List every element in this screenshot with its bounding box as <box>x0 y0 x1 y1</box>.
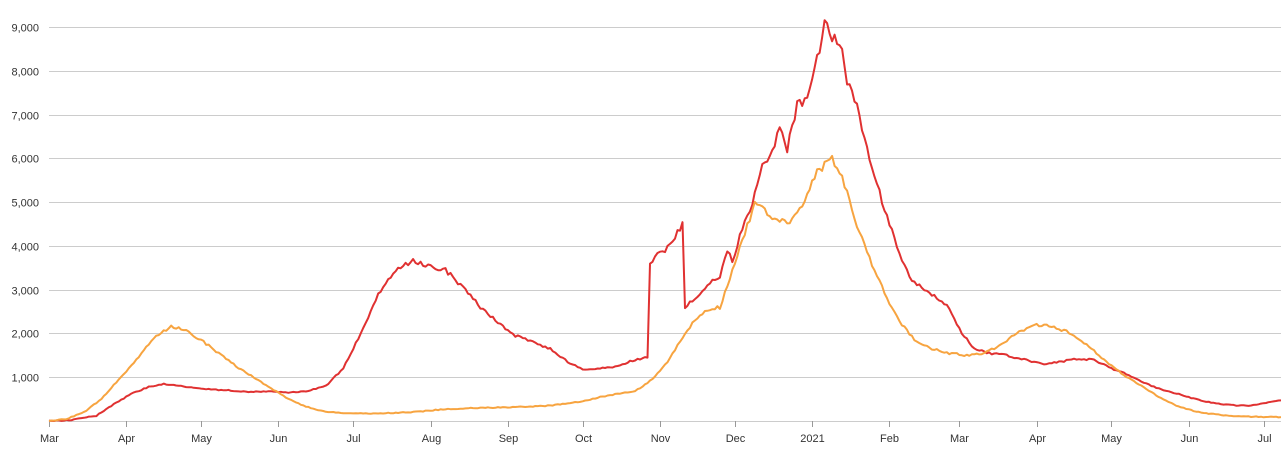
y-tick-label: 6,000 <box>11 154 39 166</box>
series-group <box>48 19 1281 422</box>
series-line-red <box>48 19 1281 422</box>
x-tick-label: Jul <box>346 433 360 445</box>
y-tick-label: 2,000 <box>11 329 39 341</box>
x-tick-label: May <box>1101 433 1122 445</box>
y-tick-label: 1,000 <box>11 373 39 385</box>
x-tick-label: May <box>191 433 212 445</box>
x-tick-label: Mar <box>40 433 59 445</box>
x-tick-label: Aug <box>422 433 442 445</box>
x-tick-label: Oct <box>575 433 592 445</box>
x-tick-label: Sep <box>499 433 519 445</box>
x-axis: Mar Apr May Jun Jul Aug Sep Oct Nov Dec 2021 Feb Mar… <box>40 421 1272 445</box>
x-tick-label: 2021 <box>800 433 824 445</box>
y-tick-label: 7,000 <box>11 111 39 123</box>
x-tick-label: Dec <box>726 433 746 445</box>
x-tick-label: Nov <box>651 433 671 445</box>
y-axis: 1,000 2,000 3,000 4,000 5,000 6,000 7,000 8,000… <box>11 23 39 385</box>
x-tick-label: Jul <box>1257 433 1271 445</box>
y-tick-label: 9,000 <box>11 23 39 35</box>
y-tick-label: 3,000 <box>11 286 39 298</box>
x-tick-label: Feb <box>880 433 899 445</box>
series-line-orange <box>48 154 1281 422</box>
y-tick-label: 4,000 <box>11 242 39 254</box>
y-tick-label: 5,000 <box>11 198 39 210</box>
gridlines <box>49 27 1281 422</box>
y-tick-label: 8,000 <box>11 67 39 79</box>
x-tick-label: Jun <box>1181 433 1199 445</box>
x-tick-label: Apr <box>118 433 135 445</box>
x-tick-label: Apr <box>1029 433 1046 445</box>
x-tick-label: Jun <box>270 433 288 445</box>
x-tick-label: Mar <box>950 433 969 445</box>
